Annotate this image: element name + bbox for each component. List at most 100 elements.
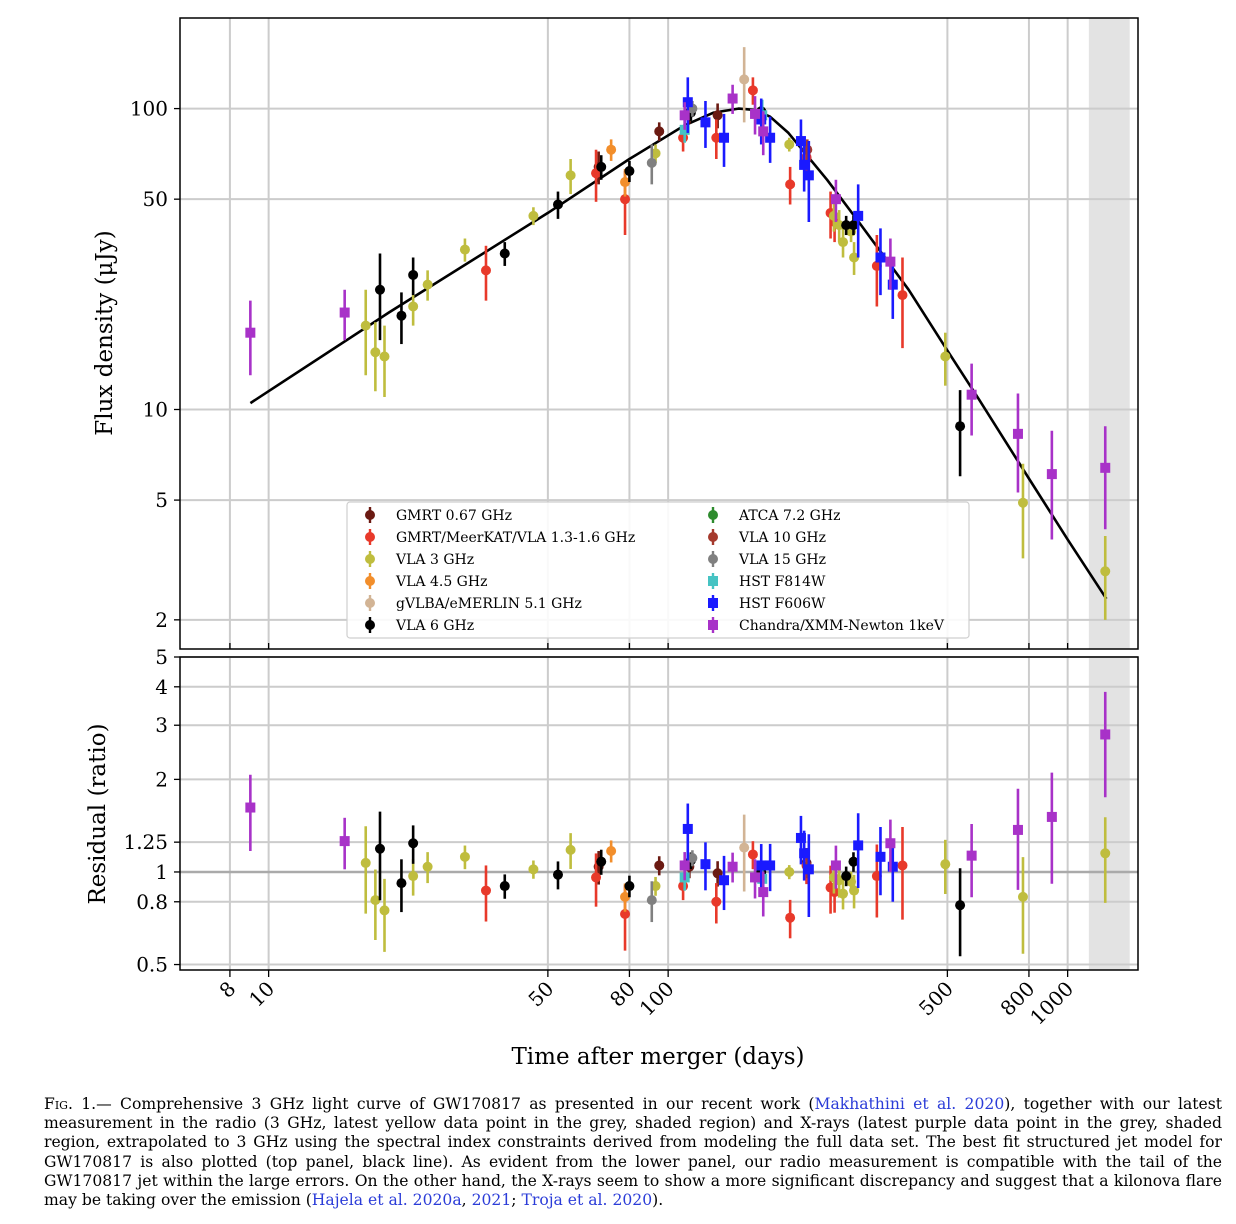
data-point-vla-3-ghz (1017, 497, 1028, 508)
x-tick-label: 1000 (1025, 977, 1078, 1030)
citation-link[interactable]: Hajela et al. 2020a (311, 1191, 462, 1210)
residual-point-hst-f606w (875, 851, 886, 862)
shaded-region (1088, 18, 1130, 970)
data-point-vla-3-ghz (528, 210, 539, 221)
data-point-chandra-xmm-newton-1kev (727, 93, 738, 104)
residual-point-vla-3-ghz (528, 864, 539, 875)
bottom-y-tick-label: 2 (155, 767, 168, 791)
residual-point-vla-3-ghz (838, 888, 849, 899)
legend-marker (365, 620, 375, 630)
bottom-y-tick-label: 5 (155, 645, 168, 669)
legend-label: VLA 10 GHz (738, 530, 826, 546)
data-point-chandra-xmm-newton-1kev (1100, 462, 1111, 473)
bottom-y-tick-label: 4 (155, 675, 168, 699)
data-point-chandra-xmm-newton-1kev (1046, 469, 1057, 480)
residual-point-vla-3-ghz (1100, 848, 1111, 859)
x-tick-label: 10 (244, 977, 279, 1012)
residual-point-vla-3-ghz (459, 851, 470, 862)
legend-marker (365, 598, 375, 608)
residual-point-hst-f606w (682, 823, 693, 834)
x-tick-label: 8 (214, 977, 240, 1003)
data-point-gmrt-meerkat-vla-1-3-1-6-ghz (620, 194, 631, 205)
residual-point-vla-3-ghz (422, 861, 433, 872)
x-axis-label: Time after merger (days) (511, 1044, 804, 1070)
legend-marker (708, 532, 718, 542)
top-panel-frame (179, 17, 1139, 650)
data-point-vla-3-ghz (838, 237, 849, 248)
residual-point-vla-15-ghz (646, 895, 657, 906)
residual-point-vla-6-ghz (396, 878, 407, 889)
residual-point-chandra-xmm-newton-1kev (1046, 811, 1057, 822)
caption-label: Fig. 1.— (44, 1095, 112, 1113)
residual-point-chandra-xmm-newton-1kev (339, 836, 350, 847)
residual-point-vla-4-5-ghz (606, 845, 617, 856)
x-tick-label: 100 (635, 977, 679, 1021)
bottom-y-tick-label: 3 (155, 713, 168, 737)
data-point-chandra-xmm-newton-1kev (758, 126, 769, 137)
residual-point-gmrt-meerkat-vla-1-3-1-6-ghz (620, 909, 631, 920)
residual-point-chandra-xmm-newton-1kev (750, 872, 761, 883)
residual-point-vla-3-ghz (1017, 891, 1028, 902)
residual-point-gmrt-meerkat-vla-1-3-1-6-ghz (897, 860, 908, 871)
data-point-hst-f606w (756, 114, 767, 125)
citation-link[interactable]: Makhathini et al. 2020 (814, 1095, 1005, 1113)
legend-label: VLA 6 GHz (395, 618, 474, 634)
data-point-chandra-xmm-newton-1kev (750, 108, 761, 119)
data-point-gmrt-meerkat-vla-1-3-1-6-ghz (897, 290, 908, 301)
legend-label: HST F606W (739, 596, 826, 612)
data-point-vla-3-ghz (834, 220, 845, 231)
residual-point-vla-3-ghz (565, 844, 576, 855)
residual-point-gmrt-meerkat-vla-1-3-1-6-ghz (678, 881, 689, 892)
data-point-vla-4-5-ghz (620, 177, 631, 188)
citation-link[interactable]: Troja et al. 2020 (521, 1191, 653, 1210)
data-point-chandra-xmm-newton-1kev (830, 194, 841, 205)
residual-point-chandra-xmm-newton-1kev (679, 860, 690, 871)
legend-label: GMRT 0.67 GHz (396, 508, 512, 524)
data-point-vla-6-ghz (848, 220, 859, 231)
top-y-tick-label: 50 (143, 187, 168, 211)
top-y-tick-label: 5 (155, 488, 168, 512)
residual-point-vla-6-ghz (499, 881, 510, 892)
residual-point-vla-3-ghz (370, 895, 381, 906)
data-point-chandra-xmm-newton-1kev (245, 327, 256, 338)
data-point-hst-f606w (765, 132, 776, 143)
data-point-vla-3-ghz (565, 170, 576, 181)
residual-point-hst-f606w (795, 832, 806, 843)
residual-point-chandra-xmm-newton-1kev (727, 861, 738, 872)
legend-label: HST F814W (739, 574, 826, 590)
data-point-vla-3-ghz (379, 351, 390, 362)
legend-marker (708, 576, 718, 586)
residual-point-hst-f606w (887, 861, 898, 872)
x-tick-label: 80 (605, 977, 640, 1012)
bottom-y-tick-label: 0.5 (136, 953, 168, 977)
data-point-gmrt-0-67-ghz (654, 126, 665, 137)
residual-point-vla-3-ghz (849, 885, 860, 896)
data-point-chandra-xmm-newton-1kev (1012, 428, 1023, 439)
data-point-hst-f606w (875, 252, 886, 263)
data-point-vla-3-ghz (422, 279, 433, 290)
data-point-hst-f606w (682, 97, 693, 108)
data-point-gmrt-0-67-ghz (712, 110, 723, 121)
legend-label: VLA 15 GHz (738, 552, 826, 568)
residual-point-vla-6-ghz (374, 843, 385, 854)
residual-point-vla-3-ghz (360, 857, 371, 868)
data-point-vla-6-ghz (624, 166, 635, 177)
residual-point-gmrt-0-67-ghz (654, 860, 665, 871)
legend-marker (708, 554, 718, 564)
residual-point-chandra-xmm-newton-1kev (758, 887, 769, 898)
legend-marker (708, 510, 718, 520)
data-point-gmrt-meerkat-vla-1-3-1-6-ghz (747, 85, 758, 96)
data-point-hst-f606w (803, 170, 814, 181)
data-point-vla-6-ghz (374, 284, 385, 295)
residual-point-chandra-xmm-newton-1kev (885, 838, 896, 849)
data-point-vla-3-ghz (828, 210, 839, 221)
data-point-gvlba-emerlin-5-1-ghz (739, 74, 750, 85)
citation-link[interactable]: 2021 (471, 1191, 512, 1210)
legend-box (346, 501, 970, 639)
legend-marker (365, 576, 375, 586)
legend-label: VLA 3 GHz (395, 552, 474, 568)
caption-text: ). (652, 1191, 664, 1210)
data-point-hst-f606w (799, 159, 810, 170)
residual-point-gvlba-emerlin-5-1-ghz (739, 842, 750, 853)
legend-marker (365, 554, 375, 564)
